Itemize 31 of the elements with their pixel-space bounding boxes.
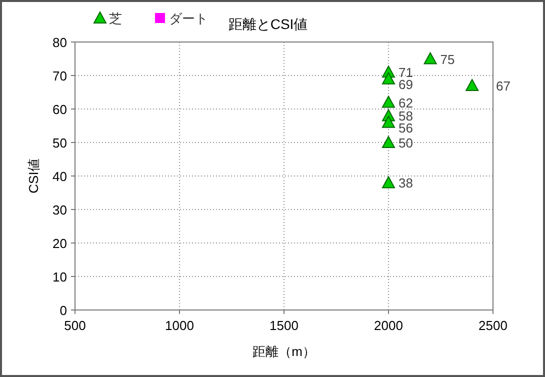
point	[382, 136, 395, 148]
y-tick-label: 60	[52, 102, 67, 117]
point	[382, 116, 395, 128]
x-tick-label: 1500	[270, 318, 298, 333]
y-tick-label: 0	[60, 303, 67, 318]
chart-title: 距離とCSI値	[228, 16, 308, 32]
point	[382, 176, 395, 188]
data-label: 62	[398, 95, 413, 110]
x-axis-title: 距離（m）	[252, 344, 316, 359]
x-tick-label: 500	[64, 318, 86, 333]
point	[466, 79, 479, 92]
y-tick-label: 40	[52, 169, 67, 184]
y-tick-label: 10	[52, 270, 67, 284]
x-tick-label: 2500	[478, 318, 508, 333]
data-label: 38	[398, 176, 413, 191]
point	[382, 96, 395, 108]
point	[382, 72, 395, 84]
y-tick-label: 30	[52, 202, 67, 218]
point	[424, 52, 437, 64]
y-tick-label: 80	[52, 35, 67, 50]
y-tick-label: 70	[52, 68, 67, 84]
y-tick-label: 50	[52, 136, 67, 150]
legend-label: 芝	[109, 11, 122, 26]
legend-label: ダート	[169, 11, 208, 26]
y-axis-title: CSI値	[26, 158, 41, 194]
data-label: 67	[496, 78, 510, 94]
data-label: 75	[440, 52, 455, 67]
data-label: 50	[398, 136, 413, 150]
y-tick-label: 20	[52, 236, 67, 251]
x-tick-label: 1000	[165, 318, 194, 333]
x-tick-label: 2000	[374, 318, 403, 333]
